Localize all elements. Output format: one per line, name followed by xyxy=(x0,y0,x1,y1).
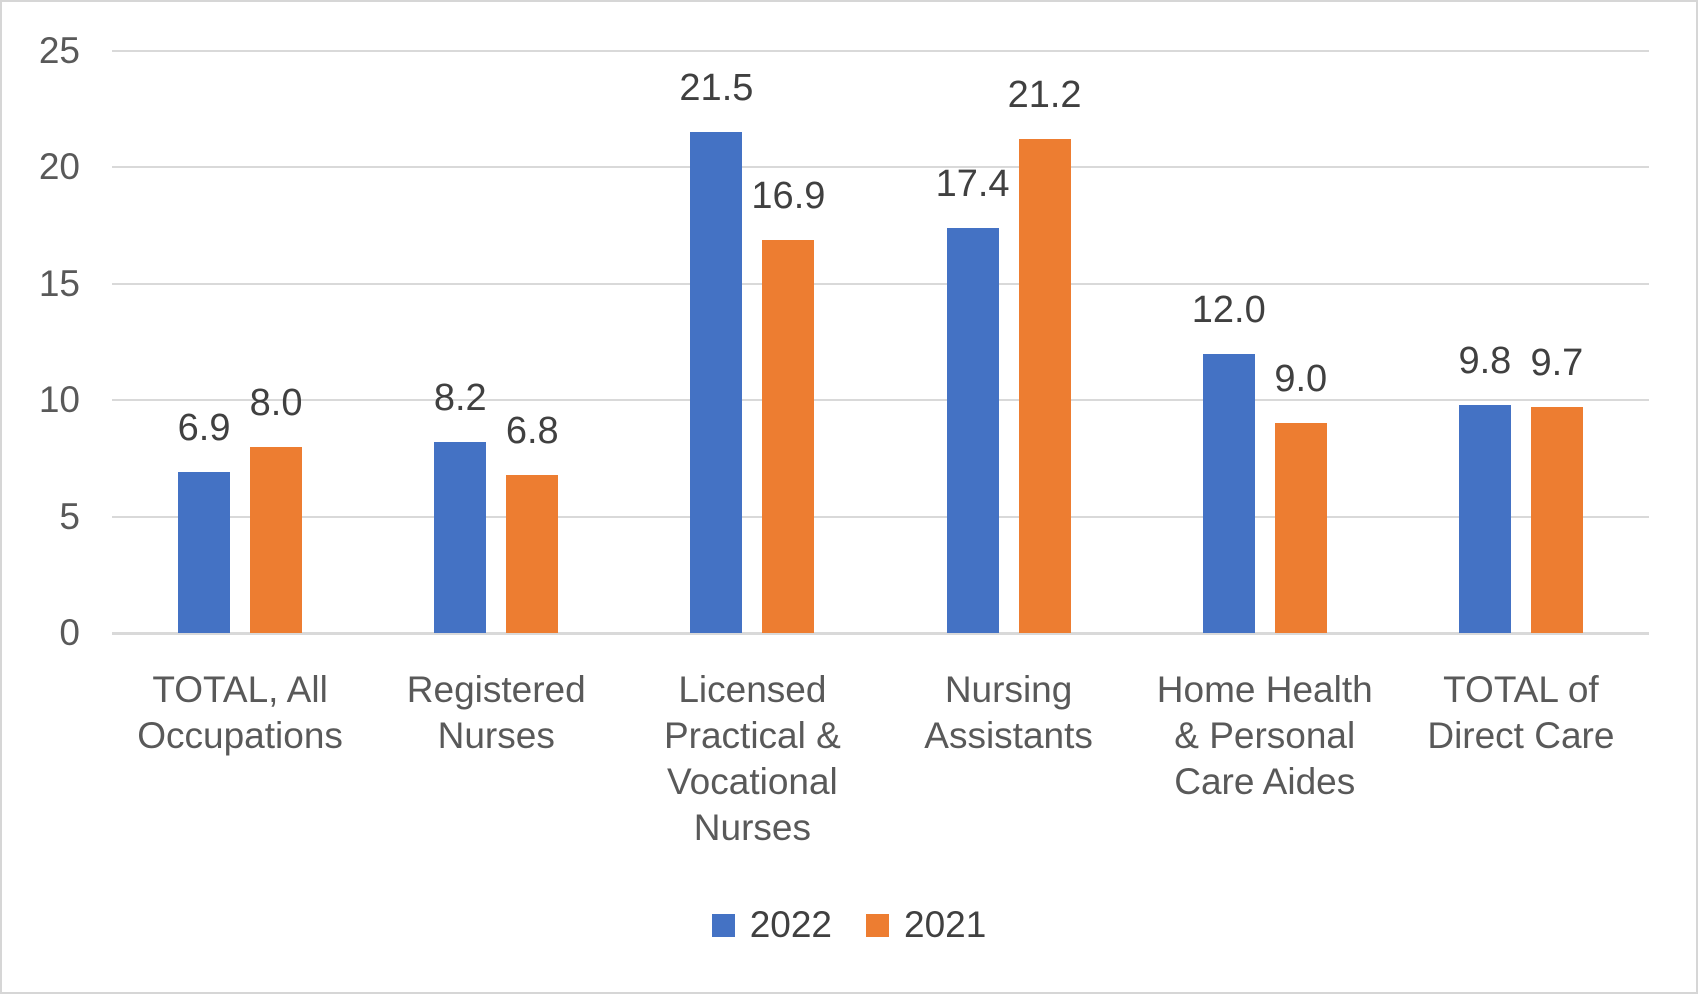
x-category-label-4: Home Health & Personal Care Aides xyxy=(1156,669,1373,802)
data-label-2021-0: 8.0 xyxy=(249,381,303,424)
bar-2022-1 xyxy=(434,442,487,633)
bar-2022-2 xyxy=(690,132,743,633)
bar-2021-4 xyxy=(1274,423,1327,633)
legend-label-2022: 2022 xyxy=(749,904,832,945)
legend-item-2021: 2021 xyxy=(866,905,986,945)
legend-item-2022: 2022 xyxy=(711,904,832,945)
gridline xyxy=(112,166,1649,169)
bar-2021-0 xyxy=(250,446,303,633)
bar-2022-4 xyxy=(1202,353,1255,633)
y-axis-tick-label: 15 xyxy=(38,262,80,304)
gridline xyxy=(112,399,1649,402)
legend: 2022 2021 xyxy=(2,905,1696,945)
data-label-2022-0: 6.9 xyxy=(177,407,231,450)
x-category-label-0: TOTAL, All Occupations xyxy=(137,669,343,756)
data-label-2021-3: 21.2 xyxy=(1007,74,1082,117)
gridline xyxy=(112,50,1649,52)
bar-2021-3 xyxy=(1018,139,1071,633)
bar-2021-1 xyxy=(506,474,559,633)
x-category-label-3: Nursing Assistants xyxy=(924,669,1093,756)
legend-swatch-2021 xyxy=(866,913,889,937)
legend-label-2021: 2021 xyxy=(904,904,987,945)
gridline xyxy=(112,282,1649,285)
y-axis-tick-label: 20 xyxy=(38,146,80,188)
data-label-2022-1: 8.2 xyxy=(433,377,487,420)
legend-swatch-2022 xyxy=(711,913,735,937)
data-label-2022-2: 21.5 xyxy=(679,67,754,110)
data-label-2021-1: 6.8 xyxy=(505,409,559,452)
data-label-2021-4: 9.0 xyxy=(1274,358,1328,401)
y-axis-tick-label: 0 xyxy=(59,612,80,653)
data-label-2021-5: 9.7 xyxy=(1530,342,1584,385)
bar-2022-3 xyxy=(946,227,999,633)
x-category-label-1: Registered Nurses xyxy=(406,669,586,756)
y-axis-tick-label: 10 xyxy=(38,379,80,421)
bar-2022-0 xyxy=(178,472,231,633)
data-label-2022-5: 9.8 xyxy=(1458,339,1512,382)
data-label-2022-3: 17.4 xyxy=(935,162,1010,205)
bar-2022-5 xyxy=(1458,404,1511,633)
x-category-label-2: Licensed Practical & Vocational Nurses xyxy=(663,669,841,848)
x-category-label-5: TOTAL of Direct Care xyxy=(1427,669,1615,756)
bar-2021-5 xyxy=(1530,407,1583,633)
bar-2021-2 xyxy=(762,239,815,633)
y-axis-tick-label: 5 xyxy=(59,495,80,537)
gridline xyxy=(112,515,1649,518)
y-axis-tick-label: 25 xyxy=(38,30,80,71)
data-label-2021-2: 16.9 xyxy=(751,174,826,217)
data-label-2022-4: 12.0 xyxy=(1191,288,1266,331)
x-axis-line xyxy=(112,632,1649,635)
